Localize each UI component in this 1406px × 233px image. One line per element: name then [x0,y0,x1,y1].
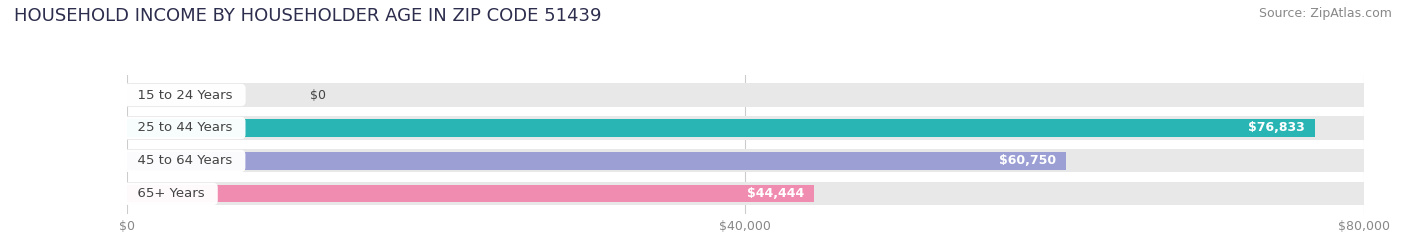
Text: Source: ZipAtlas.com: Source: ZipAtlas.com [1258,7,1392,20]
Text: 15 to 24 Years: 15 to 24 Years [129,89,240,102]
Bar [127,116,1364,140]
Bar [127,182,1364,206]
Bar [127,185,814,202]
Bar [127,152,1066,170]
Text: $0: $0 [309,89,326,102]
Text: $60,750: $60,750 [1000,154,1056,168]
Text: $76,833: $76,833 [1249,121,1305,134]
Text: 45 to 64 Years: 45 to 64 Years [129,154,240,168]
Bar [127,119,1315,137]
Text: 65+ Years: 65+ Years [129,187,214,200]
Bar [127,83,1364,106]
Text: HOUSEHOLD INCOME BY HOUSEHOLDER AGE IN ZIP CODE 51439: HOUSEHOLD INCOME BY HOUSEHOLDER AGE IN Z… [14,7,602,25]
Text: $44,444: $44,444 [747,187,804,200]
Text: 25 to 44 Years: 25 to 44 Years [129,121,240,134]
Bar [127,149,1364,172]
